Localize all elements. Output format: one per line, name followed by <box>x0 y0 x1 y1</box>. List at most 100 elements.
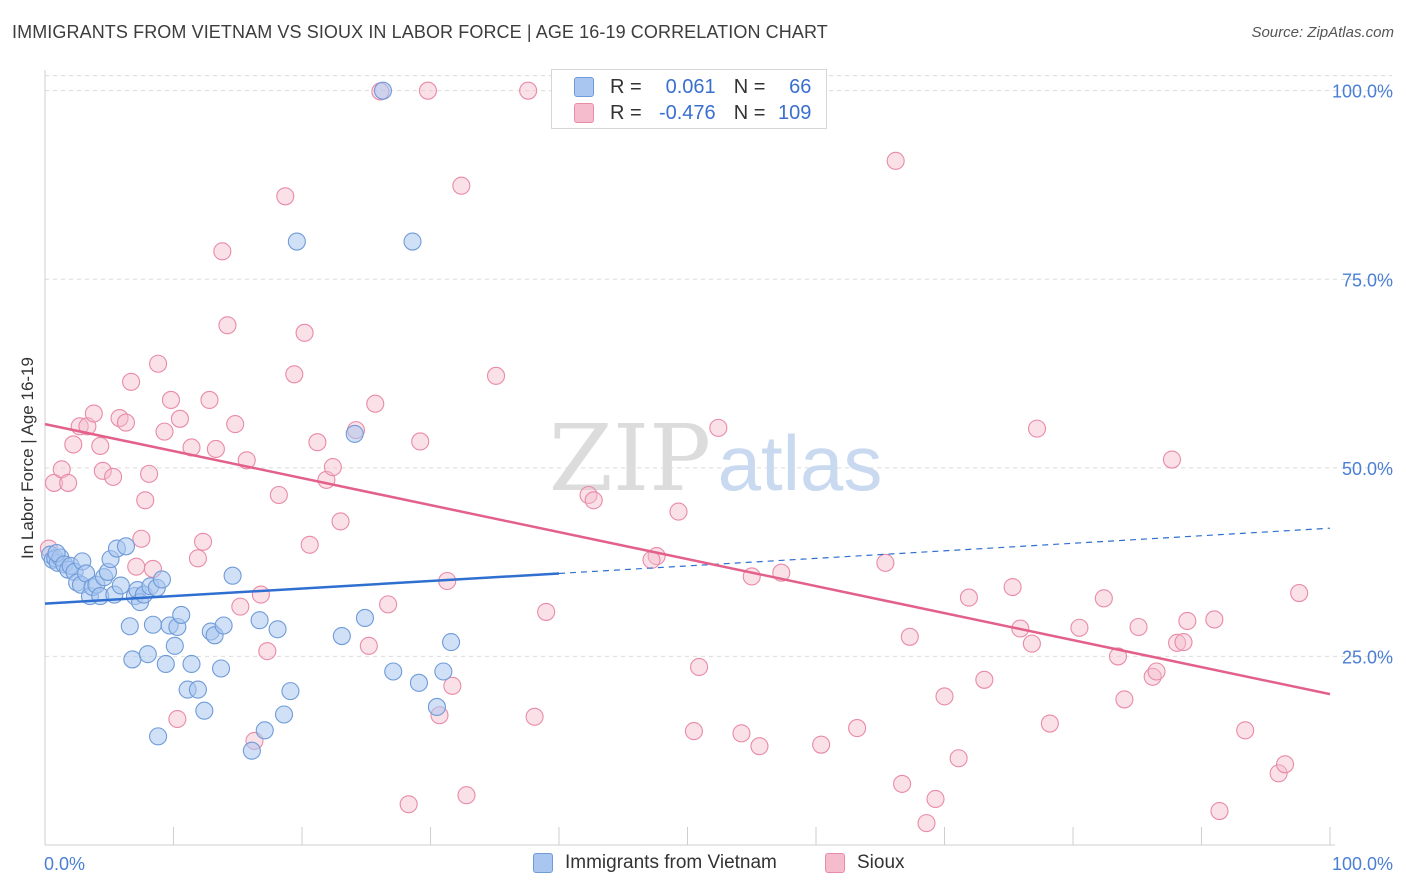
sioux-point <box>525 707 544 726</box>
vietnam-point <box>332 627 351 646</box>
sioux-point <box>1003 577 1022 597</box>
sioux-point <box>893 774 912 793</box>
sioux-point <box>136 491 155 510</box>
vietnam-point <box>182 654 201 674</box>
legend-n-label: N = <box>733 75 766 98</box>
sioux-point <box>457 786 476 805</box>
vietnam-point <box>214 616 233 635</box>
x-ticks <box>44 827 1331 845</box>
vietnam-point <box>149 727 168 746</box>
sioux-point <box>132 529 151 548</box>
sioux-point <box>886 151 905 170</box>
sioux-point <box>1162 450 1181 469</box>
y-tick-label: 75.0% <box>1342 270 1393 290</box>
sioux-point <box>1147 662 1166 681</box>
vietnam-point <box>156 654 175 674</box>
sioux-point <box>251 585 270 604</box>
vietnam-point <box>188 680 207 699</box>
axes <box>44 70 1335 846</box>
sioux-point <box>359 636 378 655</box>
vietnam-point <box>434 662 453 681</box>
sioux-point <box>188 549 207 568</box>
watermark-zip: ZIP <box>549 405 711 512</box>
legend-row-vietnam: R = 0.061 N = 66 <box>574 75 811 99</box>
legend-row-sioux: R = -0.476 N = 109 <box>574 101 811 125</box>
sioux-point <box>59 473 78 492</box>
legend-n-value: 109 <box>778 101 812 124</box>
vietnam-point <box>274 705 294 724</box>
sioux-point <box>1275 755 1295 774</box>
sioux-point <box>170 409 189 428</box>
sioux-point <box>452 176 471 195</box>
sioux-point <box>168 709 187 729</box>
vietnam-point <box>223 566 242 585</box>
sioux-point <box>104 467 123 486</box>
vietnam-point <box>345 424 364 443</box>
vietnam-point <box>268 620 287 639</box>
sioux-point <box>690 657 709 677</box>
sioux-point <box>1115 690 1134 709</box>
y-axis-title: In Labor Force | Age 16-19 <box>18 357 37 559</box>
legend-r-value: 0.061 <box>665 75 716 98</box>
sioux-point <box>206 439 225 459</box>
vietnam-trend-extension <box>558 527 1331 575</box>
sioux-point <box>285 365 304 384</box>
x-tick-labels: 0.0% 100.0% <box>44 854 1393 874</box>
sioux-point <box>1269 764 1288 783</box>
sioux-point <box>399 795 418 814</box>
sioux-point <box>1108 647 1128 666</box>
y-tick-labels: 25.0% 50.0% 75.0% 100.0% <box>1332 82 1393 668</box>
vietnam-point <box>281 682 300 701</box>
sioux-point <box>269 485 288 505</box>
sioux-point <box>1236 721 1255 740</box>
sioux-point <box>848 719 867 738</box>
vietnam-point <box>403 232 422 251</box>
sioux-point <box>218 316 237 335</box>
correlation-legend: R = 0.061 N = 66 R = -0.476 N = 109 <box>551 69 827 129</box>
legend-item-vietnam[interactable]: Immigrants from Vietnam <box>533 852 777 874</box>
watermark: ZIP atlas <box>549 405 882 512</box>
sioux-point <box>876 553 895 572</box>
sioux-point <box>84 404 103 423</box>
vietnam-point <box>111 576 130 595</box>
sioux-point <box>750 737 769 756</box>
vietnam-point <box>242 741 261 760</box>
sioux-point <box>900 627 919 646</box>
sioux-point <box>44 473 64 492</box>
gridlines <box>45 75 1392 657</box>
sioux-point <box>975 670 994 689</box>
sioux-point <box>1290 584 1309 603</box>
sioux-point <box>1027 419 1047 438</box>
sioux-point <box>959 588 978 607</box>
sioux-point <box>295 323 314 342</box>
vietnam-trend-line <box>44 572 560 605</box>
y-tick-label: 50.0% <box>1342 459 1393 479</box>
vietnam-point <box>355 608 375 628</box>
sioux-point <box>411 432 430 451</box>
trend-lines <box>44 422 1331 696</box>
sioux-trend-line <box>44 422 1331 696</box>
legend-n-label: N = <box>733 101 766 124</box>
sioux-point <box>669 502 688 521</box>
legend-label-sioux: Sioux <box>857 852 905 873</box>
vietnam-point <box>120 617 139 636</box>
legend-swatch-pink <box>574 103 594 123</box>
legend-item-sioux[interactable]: Sioux <box>825 852 905 874</box>
vietnam-point <box>152 570 171 589</box>
vietnam-point <box>384 662 403 681</box>
sioux-point <box>258 642 277 661</box>
chart-title: IMMIGRANTS FROM VIETNAM VS SIOUX IN LABO… <box>12 22 828 42</box>
sioux-point <box>276 187 295 206</box>
vietnam-point <box>195 701 214 720</box>
vietnam-points <box>41 81 461 760</box>
sioux-point <box>917 814 936 833</box>
sioux-point <box>200 390 219 410</box>
sioux-point <box>1022 634 1041 653</box>
sioux-point <box>443 676 462 695</box>
sioux-point <box>732 724 751 743</box>
sioux-point <box>812 735 831 754</box>
series-legend: Immigrants from Vietnam Sioux <box>0 852 1406 878</box>
sioux-point <box>1129 617 1148 637</box>
sioux-point <box>1070 618 1089 637</box>
sioux-point <box>91 436 110 456</box>
